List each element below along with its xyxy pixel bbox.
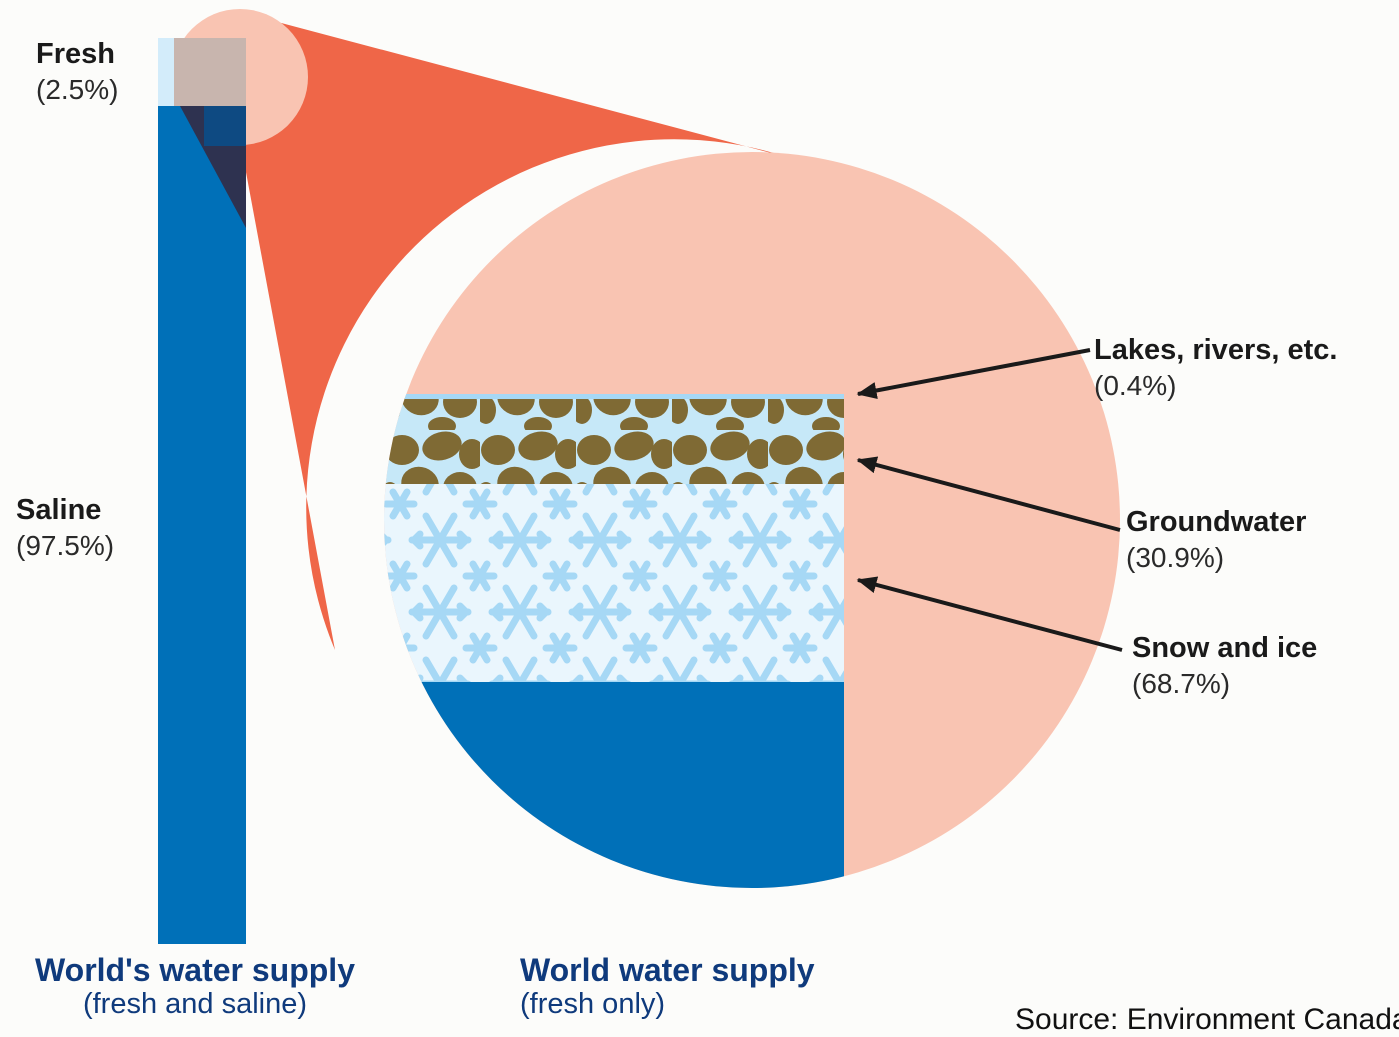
groundwater-label-name: Groundwater — [1126, 506, 1307, 538]
bar-caption-title: World's water supply — [35, 952, 355, 988]
zoom-caption-title: World water supply — [520, 952, 815, 988]
snow-ice-arrow — [856, 576, 1123, 652]
lakes-arrow — [856, 348, 1091, 399]
source-credit: Source: Environment Canada — [1015, 1003, 1399, 1036]
snow-ice-label-name: Snow and ice — [1132, 632, 1318, 664]
zoom-funnel — [240, 12, 790, 650]
lakes-rivers-label-percent: (0.4%) — [1094, 370, 1177, 401]
bar-caption: World's water supply (fresh and saline) — [20, 953, 370, 1021]
saline-label-name: Saline — [16, 494, 102, 526]
fresh-label-percent: (2.5%) — [36, 74, 119, 105]
lakes-rivers-label: Lakes, rivers, etc. (0.4%) — [1094, 332, 1337, 404]
lakes-rivers-label-name: Lakes, rivers, etc. — [1094, 334, 1338, 366]
groundwater-label-percent: (30.9%) — [1126, 542, 1225, 573]
saline-label-percent: (97.5%) — [16, 530, 115, 561]
water-segment — [384, 682, 844, 888]
zoom-caption-subtitle: (fresh only) — [520, 988, 666, 1020]
saline-bar-segment — [158, 106, 246, 944]
fresh-label: Fresh (2.5%) — [36, 36, 118, 108]
groundwater-label: Groundwater (30.9%) — [1126, 504, 1306, 576]
snow-ice-label: Snow and ice (68.7%) — [1132, 630, 1317, 702]
snow-ice-label-percent: (68.7%) — [1132, 668, 1231, 699]
groundwater-arrow — [856, 456, 1121, 532]
lakes-rivers-segment — [384, 394, 844, 399]
snow-ice-segment — [384, 484, 844, 682]
fresh-label-name: Fresh — [36, 38, 115, 70]
saline-label: Saline (97.5%) — [16, 492, 114, 564]
zoom-caption: World water supply (fresh only) — [520, 953, 815, 1021]
bar-caption-subtitle: (fresh and saline) — [82, 988, 308, 1020]
groundwater-segment — [384, 398, 844, 484]
